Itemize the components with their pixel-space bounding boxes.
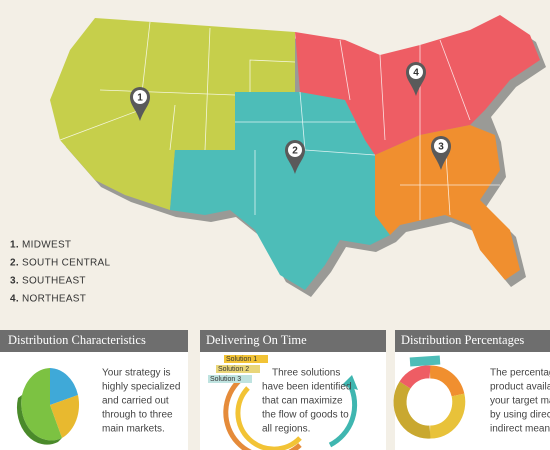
panel-line: indirect means: [490, 424, 550, 435]
pin-face: [434, 139, 448, 153]
panel-text: Your strategy is highly specialized and ca…: [102, 355, 550, 435]
region-west: [50, 18, 295, 210]
panel-line: that can maximize: [262, 396, 343, 407]
pin-face: [409, 65, 423, 79]
region-south-central: [170, 92, 390, 290]
panel-line: Three solutions: [272, 368, 340, 379]
arrow-icon: [223, 375, 358, 450]
panel-1: Distribution Characteristics: [0, 330, 188, 450]
legend-name: NORTHEAST: [22, 294, 86, 305]
legend-name: SOUTH CENTRAL: [22, 258, 110, 269]
panel-line: main markets.: [102, 424, 165, 435]
solution-tag: [216, 365, 260, 373]
solution-label: Solution 3: [210, 376, 241, 383]
pin: 4: [406, 62, 426, 96]
panel-line: Your strategy is: [102, 368, 171, 379]
panel-header: [395, 330, 550, 352]
legend-name: SOUTHEAST: [22, 276, 86, 287]
legend-name: MIDWEST: [22, 240, 71, 251]
legend-number: 4.: [10, 294, 19, 305]
panel-line: by using direct: [490, 410, 550, 421]
pin-number: 2: [292, 146, 298, 157]
panel-line: The percentag: [490, 368, 550, 379]
panel-title: Distribution Percentages: [401, 333, 524, 347]
panel-header: [200, 330, 386, 352]
clipped-text: The percentag product availab your target …: [490, 368, 550, 435]
panel-line: all regions.: [262, 424, 310, 435]
pin-face: [133, 90, 147, 104]
pins: 1 2 3 4: [130, 62, 451, 174]
map: [50, 15, 540, 290]
panel-line: your target ma: [490, 396, 550, 407]
solution-tag: [224, 355, 268, 363]
panel-title: Delivering On Time: [206, 333, 307, 347]
pin-number: 3: [438, 142, 444, 153]
solution-label: Solution 2: [218, 366, 249, 373]
pin-face: [288, 143, 302, 157]
legend-number: 1.: [10, 240, 19, 251]
pin: 3: [431, 136, 451, 170]
panel-line: through to three: [102, 410, 173, 421]
ring-icon: [393, 355, 466, 439]
panel-3: Distribution Percentages: [393, 330, 550, 450]
legend-number: 3.: [10, 276, 19, 287]
pin: 1: [130, 87, 150, 121]
solution-label: Solution 1: [226, 356, 257, 363]
panel-header: [0, 330, 188, 352]
panel-line: the flow of goods to: [262, 410, 349, 421]
pin: 2: [285, 140, 305, 174]
panel-line: and carried out: [102, 396, 169, 407]
panel-line: highly specialized: [102, 382, 180, 393]
panel-title: Distribution Characteristics: [8, 333, 146, 347]
panel-line: product availab: [490, 382, 550, 393]
pie-icon: [16, 368, 80, 445]
legend-number: 2.: [10, 258, 19, 269]
pin-number: 4: [413, 68, 419, 79]
panel-line: have been identified: [262, 382, 352, 393]
solution-tag: [208, 375, 252, 383]
region-southeast: [375, 125, 520, 280]
pin-number: 1: [137, 93, 143, 104]
